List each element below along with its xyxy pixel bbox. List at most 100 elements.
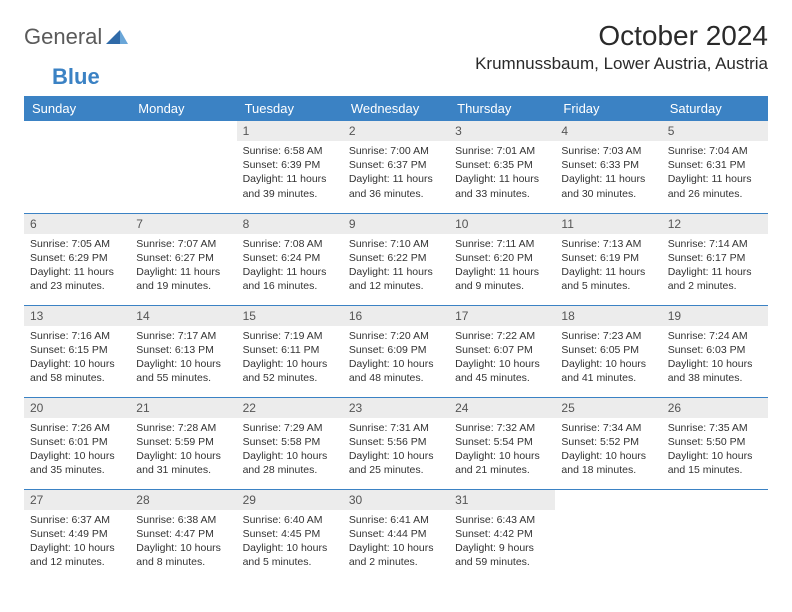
sunrise-line: Sunrise: 7:24 AM bbox=[668, 329, 762, 343]
day-number: 5 bbox=[662, 121, 768, 141]
day-details: Sunrise: 7:31 AMSunset: 5:56 PMDaylight:… bbox=[343, 418, 449, 482]
sunrise-line-value: 7:31 AM bbox=[390, 422, 429, 434]
day-number: 3 bbox=[449, 121, 555, 141]
location-subtitle: Krumnussbaum, Lower Austria, Austria bbox=[475, 54, 768, 74]
sunrise-line: Sunrise: 6:38 AM bbox=[136, 513, 230, 527]
sunrise-line: Sunrise: 7:10 AM bbox=[349, 237, 443, 251]
calendar-cell: 16Sunrise: 7:20 AMSunset: 6:09 PMDayligh… bbox=[343, 305, 449, 397]
calendar-cell: 2Sunrise: 7:00 AMSunset: 6:37 PMDaylight… bbox=[343, 121, 449, 213]
day-number: 31 bbox=[449, 490, 555, 510]
sunset-line-label: Sunset: bbox=[136, 436, 172, 448]
sunset-line: Sunset: 6:39 PM bbox=[243, 158, 337, 172]
calendar-cell: 18Sunrise: 7:23 AMSunset: 6:05 PMDayligh… bbox=[555, 305, 661, 397]
sunrise-line-value: 7:03 AM bbox=[603, 145, 642, 157]
sunrise-line: Sunrise: 7:22 AM bbox=[455, 329, 549, 343]
sunset-line-value: 6:17 PM bbox=[706, 252, 745, 264]
calendar-cell bbox=[555, 489, 661, 581]
calendar-cell: 5Sunrise: 7:04 AMSunset: 6:31 PMDaylight… bbox=[662, 121, 768, 213]
sunrise-line-value: 7:17 AM bbox=[178, 330, 217, 342]
sunset-line: Sunset: 6:24 PM bbox=[243, 251, 337, 265]
sunset-line-value: 5:56 PM bbox=[387, 436, 426, 448]
sunset-line: Sunset: 6:35 PM bbox=[455, 158, 549, 172]
weekday-sunday: Sunday bbox=[24, 96, 130, 121]
sunrise-line-value: 6:43 AM bbox=[497, 514, 536, 526]
sunset-line: Sunset: 6:19 PM bbox=[561, 251, 655, 265]
calendar-cell bbox=[662, 489, 768, 581]
sunrise-line: Sunrise: 7:01 AM bbox=[455, 144, 549, 158]
calendar-cell bbox=[24, 121, 130, 213]
sunrise-line-value: 7:01 AM bbox=[497, 145, 536, 157]
calendar-cell: 29Sunrise: 6:40 AMSunset: 4:45 PMDayligh… bbox=[237, 489, 343, 581]
sunrise-line-label: Sunrise: bbox=[243, 330, 282, 342]
sunrise-line-value: 6:38 AM bbox=[178, 514, 217, 526]
sunset-line-value: 6:31 PM bbox=[706, 159, 745, 171]
day-details: Sunrise: 7:10 AMSunset: 6:22 PMDaylight:… bbox=[343, 234, 449, 298]
calendar-week: 20Sunrise: 7:26 AMSunset: 6:01 PMDayligh… bbox=[24, 397, 768, 489]
day-details: Sunrise: 7:19 AMSunset: 6:11 PMDaylight:… bbox=[237, 326, 343, 390]
calendar-cell: 17Sunrise: 7:22 AMSunset: 6:07 PMDayligh… bbox=[449, 305, 555, 397]
sunrise-line-value: 7:32 AM bbox=[497, 422, 536, 434]
sunrise-line: Sunrise: 7:07 AM bbox=[136, 237, 230, 251]
daylight-line-label: Daylight: bbox=[243, 173, 284, 185]
daylight-line-label: Daylight: bbox=[349, 542, 390, 554]
day-details: Sunrise: 7:28 AMSunset: 5:59 PMDaylight:… bbox=[130, 418, 236, 482]
daylight-line-label: Daylight: bbox=[349, 358, 390, 370]
daylight-line: Daylight: 10 hours and 41 minutes. bbox=[561, 357, 655, 385]
sunrise-line-value: 7:20 AM bbox=[390, 330, 429, 342]
sunrise-line: Sunrise: 7:05 AM bbox=[30, 237, 124, 251]
calendar-cell: 4 Sunrise: 7:03 AMSunset: 6:33 PMDaylight… bbox=[555, 121, 661, 213]
calendar-cell: 26Sunrise: 7:35 AMSunset: 5:50 PMDayligh… bbox=[662, 397, 768, 489]
daylight-line-label: Daylight: bbox=[561, 266, 602, 278]
sunset-line-label: Sunset: bbox=[668, 344, 704, 356]
daylight-line: Daylight: 10 hours and 31 minutes. bbox=[136, 449, 230, 477]
sunrise-line-label: Sunrise: bbox=[668, 145, 707, 157]
day-number: 20 bbox=[24, 398, 130, 418]
sunset-line-label: Sunset: bbox=[561, 436, 597, 448]
sunrise-line-label: Sunrise: bbox=[30, 330, 69, 342]
sunset-line-value: 6:11 PM bbox=[281, 344, 319, 356]
sunset-line: Sunset: 6:07 PM bbox=[455, 343, 549, 357]
sunset-line-label: Sunset: bbox=[243, 252, 279, 264]
logo-word-2: Blue bbox=[24, 64, 100, 90]
day-number: 21 bbox=[130, 398, 236, 418]
sunrise-line-value: 7:13 AM bbox=[603, 238, 642, 250]
daylight-line-label: Daylight: bbox=[136, 358, 177, 370]
day-details: Sunrise: 7:13 AMSunset: 6:19 PMDaylight:… bbox=[555, 234, 661, 298]
daylight-line: Daylight: 11 hours and 16 minutes. bbox=[243, 265, 337, 293]
sunrise-line: Sunrise: 7:03 AM bbox=[561, 144, 655, 158]
calendar-cell: 19Sunrise: 7:24 AMSunset: 6:03 PMDayligh… bbox=[662, 305, 768, 397]
daylight-line: Daylight: 10 hours and 28 minutes. bbox=[243, 449, 337, 477]
calendar-cell: 22Sunrise: 7:29 AMSunset: 5:58 PMDayligh… bbox=[237, 397, 343, 489]
daylight-line-label: Daylight: bbox=[349, 266, 390, 278]
sunset-line: Sunset: 6:11 PM bbox=[243, 343, 337, 357]
daylight-line: Daylight: 11 hours and 2 minutes. bbox=[668, 265, 762, 293]
day-number: 11 bbox=[555, 214, 661, 234]
sunrise-line-value: 7:24 AM bbox=[709, 330, 748, 342]
sunrise-line: Sunrise: 7:32 AM bbox=[455, 421, 549, 435]
sunrise-line-label: Sunrise: bbox=[243, 145, 282, 157]
sunset-line: Sunset: 6:33 PM bbox=[561, 158, 655, 172]
day-details: Sunrise: 7:14 AMSunset: 6:17 PMDaylight:… bbox=[662, 234, 768, 298]
day-details: Sunrise: 7:01 AMSunset: 6:35 PMDaylight:… bbox=[449, 141, 555, 205]
sunrise-line: Sunrise: 6:37 AM bbox=[30, 513, 124, 527]
calendar-week: 13Sunrise: 7:16 AMSunset: 6:15 PMDayligh… bbox=[24, 305, 768, 397]
sunset-line: Sunset: 6:31 PM bbox=[668, 158, 762, 172]
day-details: Sunrise: 7:29 AMSunset: 5:58 PMDaylight:… bbox=[237, 418, 343, 482]
sunset-line-value: 6:19 PM bbox=[600, 252, 639, 264]
daylight-line: Daylight: 11 hours and 30 minutes. bbox=[561, 172, 655, 200]
sunrise-line: Sunrise: 6:43 AM bbox=[455, 513, 549, 527]
sunset-line: Sunset: 5:59 PM bbox=[136, 435, 230, 449]
sunset-line-value: 5:52 PM bbox=[600, 436, 639, 448]
day-number: 6 bbox=[24, 214, 130, 234]
sunset-line-label: Sunset: bbox=[455, 436, 491, 448]
day-details: Sunrise: 7:07 AMSunset: 6:27 PMDaylight:… bbox=[130, 234, 236, 298]
sunrise-line: Sunrise: 7:29 AM bbox=[243, 421, 337, 435]
sunrise-line-value: 6:37 AM bbox=[71, 514, 110, 526]
calendar-cell: 25Sunrise: 7:34 AMSunset: 5:52 PMDayligh… bbox=[555, 397, 661, 489]
day-number: 4 bbox=[555, 121, 661, 141]
month-title: October 2024 bbox=[475, 20, 768, 52]
sunset-line-label: Sunset: bbox=[136, 252, 172, 264]
daylight-line: Daylight: 10 hours and 15 minutes. bbox=[668, 449, 762, 477]
title-block: October 2024 Krumnussbaum, Lower Austria… bbox=[475, 20, 768, 74]
sunset-line-value: 6:03 PM bbox=[706, 344, 745, 356]
